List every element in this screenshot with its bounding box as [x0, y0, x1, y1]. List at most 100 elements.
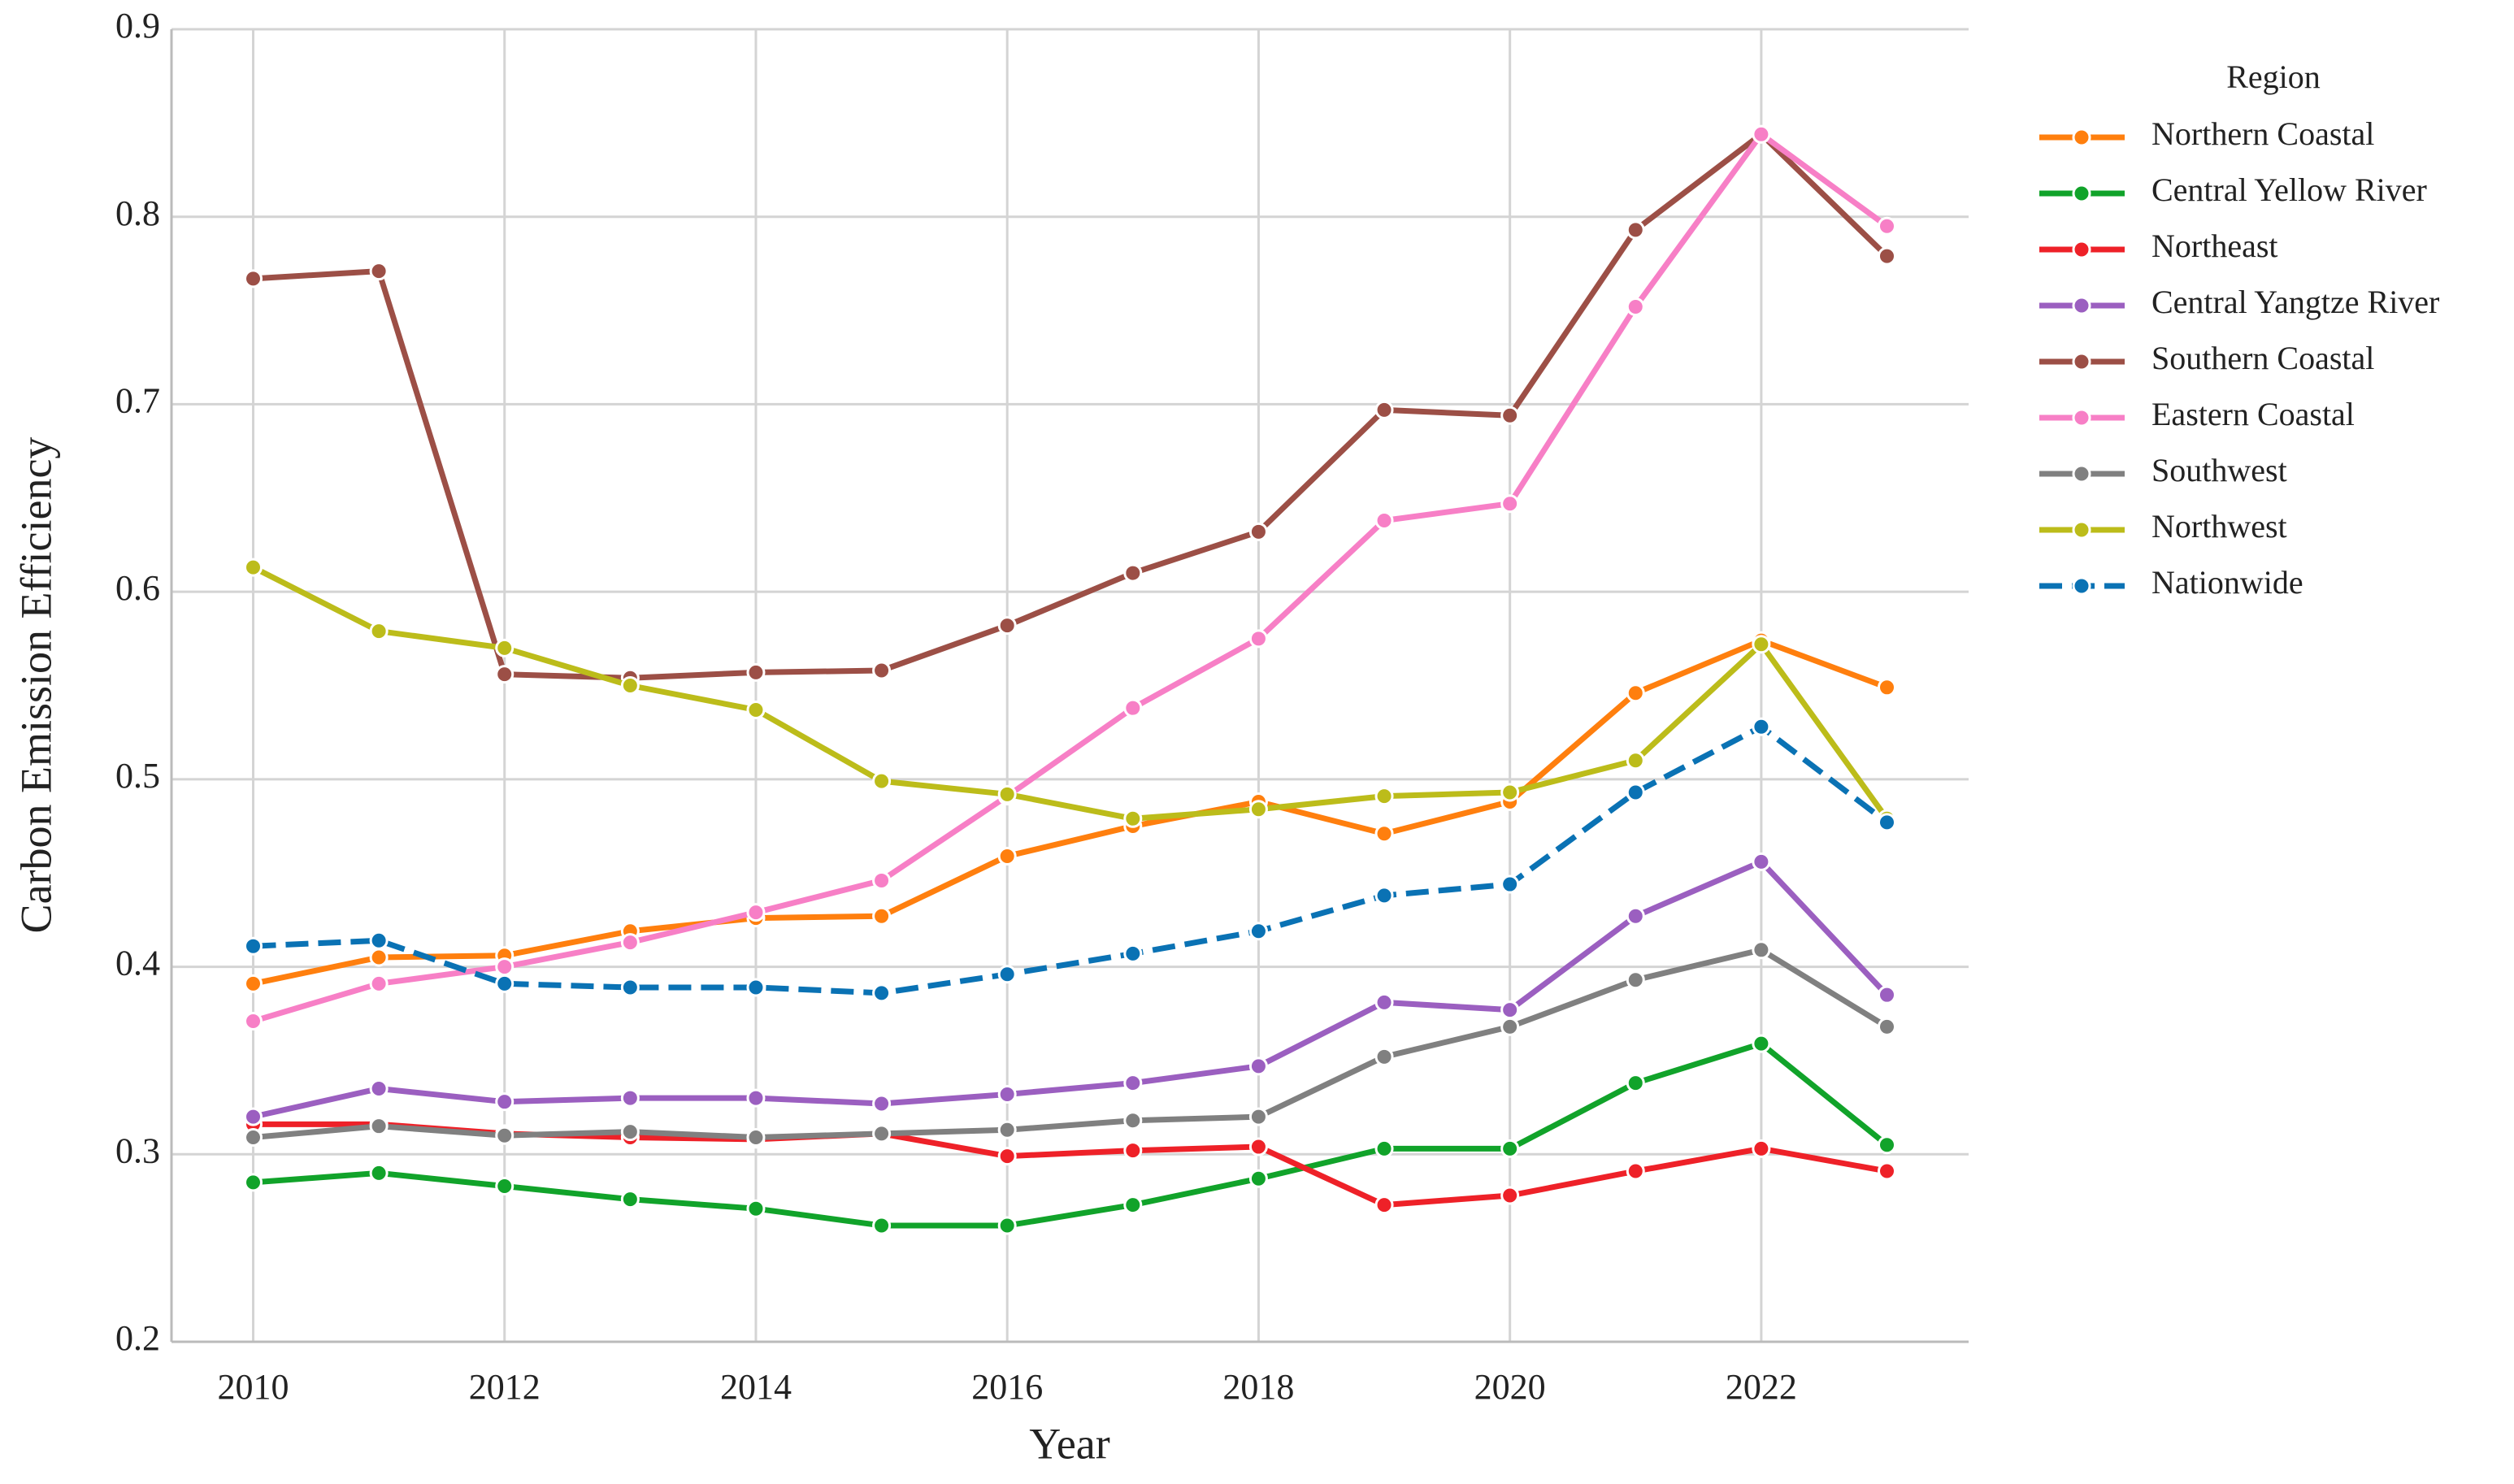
legend-marker	[2072, 128, 2091, 147]
legend-title: Region	[2226, 59, 2321, 95]
legend-marker	[2072, 408, 2091, 427]
series-line	[252, 131, 1889, 1024]
legend-label: Southwest	[2151, 452, 2287, 488]
legend-marker	[2072, 464, 2091, 484]
y-tick-label: 0.3	[115, 1130, 160, 1170]
data-point	[1752, 635, 1771, 654]
series-line	[251, 565, 1890, 822]
data-point	[1248, 1057, 1268, 1076]
data-point	[244, 269, 263, 289]
data-point	[1374, 886, 1394, 905]
legend-marker	[2072, 240, 2091, 259]
data-point	[1878, 1135, 1896, 1155]
data-point	[244, 1128, 263, 1148]
data-point	[1123, 1141, 1143, 1161]
data-point	[369, 974, 389, 993]
data-point	[1123, 563, 1143, 583]
series-line	[253, 723, 1889, 996]
data-point	[1374, 824, 1394, 844]
data-point	[244, 1011, 263, 1031]
legend-marker	[2072, 352, 2091, 371]
data-point	[1752, 1139, 1771, 1158]
data-point	[620, 978, 640, 997]
data-point	[244, 936, 263, 956]
data-point	[1248, 1137, 1268, 1156]
legend-label: Central Yangtze River	[2151, 284, 2439, 320]
data-point	[495, 1177, 515, 1196]
data-point	[1878, 985, 1896, 1005]
series-line	[253, 947, 1889, 1141]
y-tick-label: 0.6	[115, 568, 160, 608]
data-point	[872, 870, 892, 890]
data-point	[997, 784, 1017, 804]
data-point	[1500, 874, 1520, 894]
data-point	[1878, 216, 1896, 236]
data-point	[1500, 1000, 1520, 1020]
data-point	[495, 957, 515, 977]
data-point	[369, 1079, 389, 1099]
data-point	[1752, 852, 1771, 871]
data-point	[997, 1120, 1017, 1139]
data-point	[244, 974, 263, 993]
data-point	[872, 983, 892, 1003]
x-tick-label: 2018	[1222, 1367, 1294, 1407]
data-point	[1374, 400, 1394, 419]
data-point	[997, 1084, 1017, 1104]
data-point	[872, 771, 892, 791]
data-point	[1374, 992, 1394, 1012]
y-tick-label: 0.9	[115, 6, 160, 46]
data-point	[369, 622, 389, 641]
data-point	[1878, 1161, 1896, 1181]
data-point	[746, 978, 766, 997]
data-point	[997, 1216, 1017, 1235]
x-tick-label: 2010	[218, 1367, 289, 1407]
data-point	[1123, 698, 1143, 718]
y-tick-label: 0.7	[115, 381, 160, 421]
data-point	[369, 262, 389, 281]
x-tick-label: 2020	[1474, 1367, 1546, 1407]
legend-marker	[2072, 520, 2091, 540]
data-point	[746, 700, 766, 719]
data-point	[369, 1117, 389, 1136]
data-point	[1626, 751, 1645, 770]
data-point	[1500, 1186, 1520, 1205]
data-point	[1123, 809, 1143, 828]
data-point	[1500, 783, 1520, 802]
y-tick-label: 0.2	[115, 1318, 160, 1358]
data-point	[872, 1124, 892, 1143]
data-point	[872, 1216, 892, 1235]
data-point	[746, 903, 766, 922]
data-point	[872, 906, 892, 926]
legend-label: Southern Coastal	[2151, 340, 2374, 376]
data-point	[1248, 1107, 1268, 1126]
legend-label: Northern Coastal	[2151, 115, 2374, 152]
data-point	[1878, 246, 1896, 266]
data-point	[495, 974, 515, 993]
legend-label: Northeast	[2151, 228, 2278, 264]
legend-label: Eastern Coastal	[2151, 396, 2355, 432]
legend-marker	[2072, 184, 2091, 203]
series-line	[252, 858, 1890, 1120]
data-point	[1878, 813, 1896, 832]
data-point	[997, 846, 1017, 866]
data-point	[1500, 1017, 1520, 1036]
data-point	[1248, 629, 1268, 649]
data-point	[620, 1190, 640, 1209]
data-point	[1500, 1139, 1520, 1158]
data-point	[1752, 940, 1771, 960]
data-point	[620, 933, 640, 952]
data-point	[1626, 1074, 1645, 1093]
data-point	[997, 616, 1017, 636]
data-point	[495, 638, 515, 657]
legend-label: Northwest	[2151, 508, 2287, 545]
legend-label: Central Yellow River	[2151, 171, 2427, 208]
y-tick-label: 0.4	[115, 944, 160, 983]
data-point	[1500, 494, 1520, 514]
data-point	[1374, 1047, 1394, 1066]
x-tick-label: 2016	[971, 1367, 1043, 1407]
y-tick-label: 0.5	[115, 756, 160, 796]
data-point	[244, 558, 263, 577]
data-point	[1374, 787, 1394, 806]
data-point	[1123, 1074, 1143, 1093]
